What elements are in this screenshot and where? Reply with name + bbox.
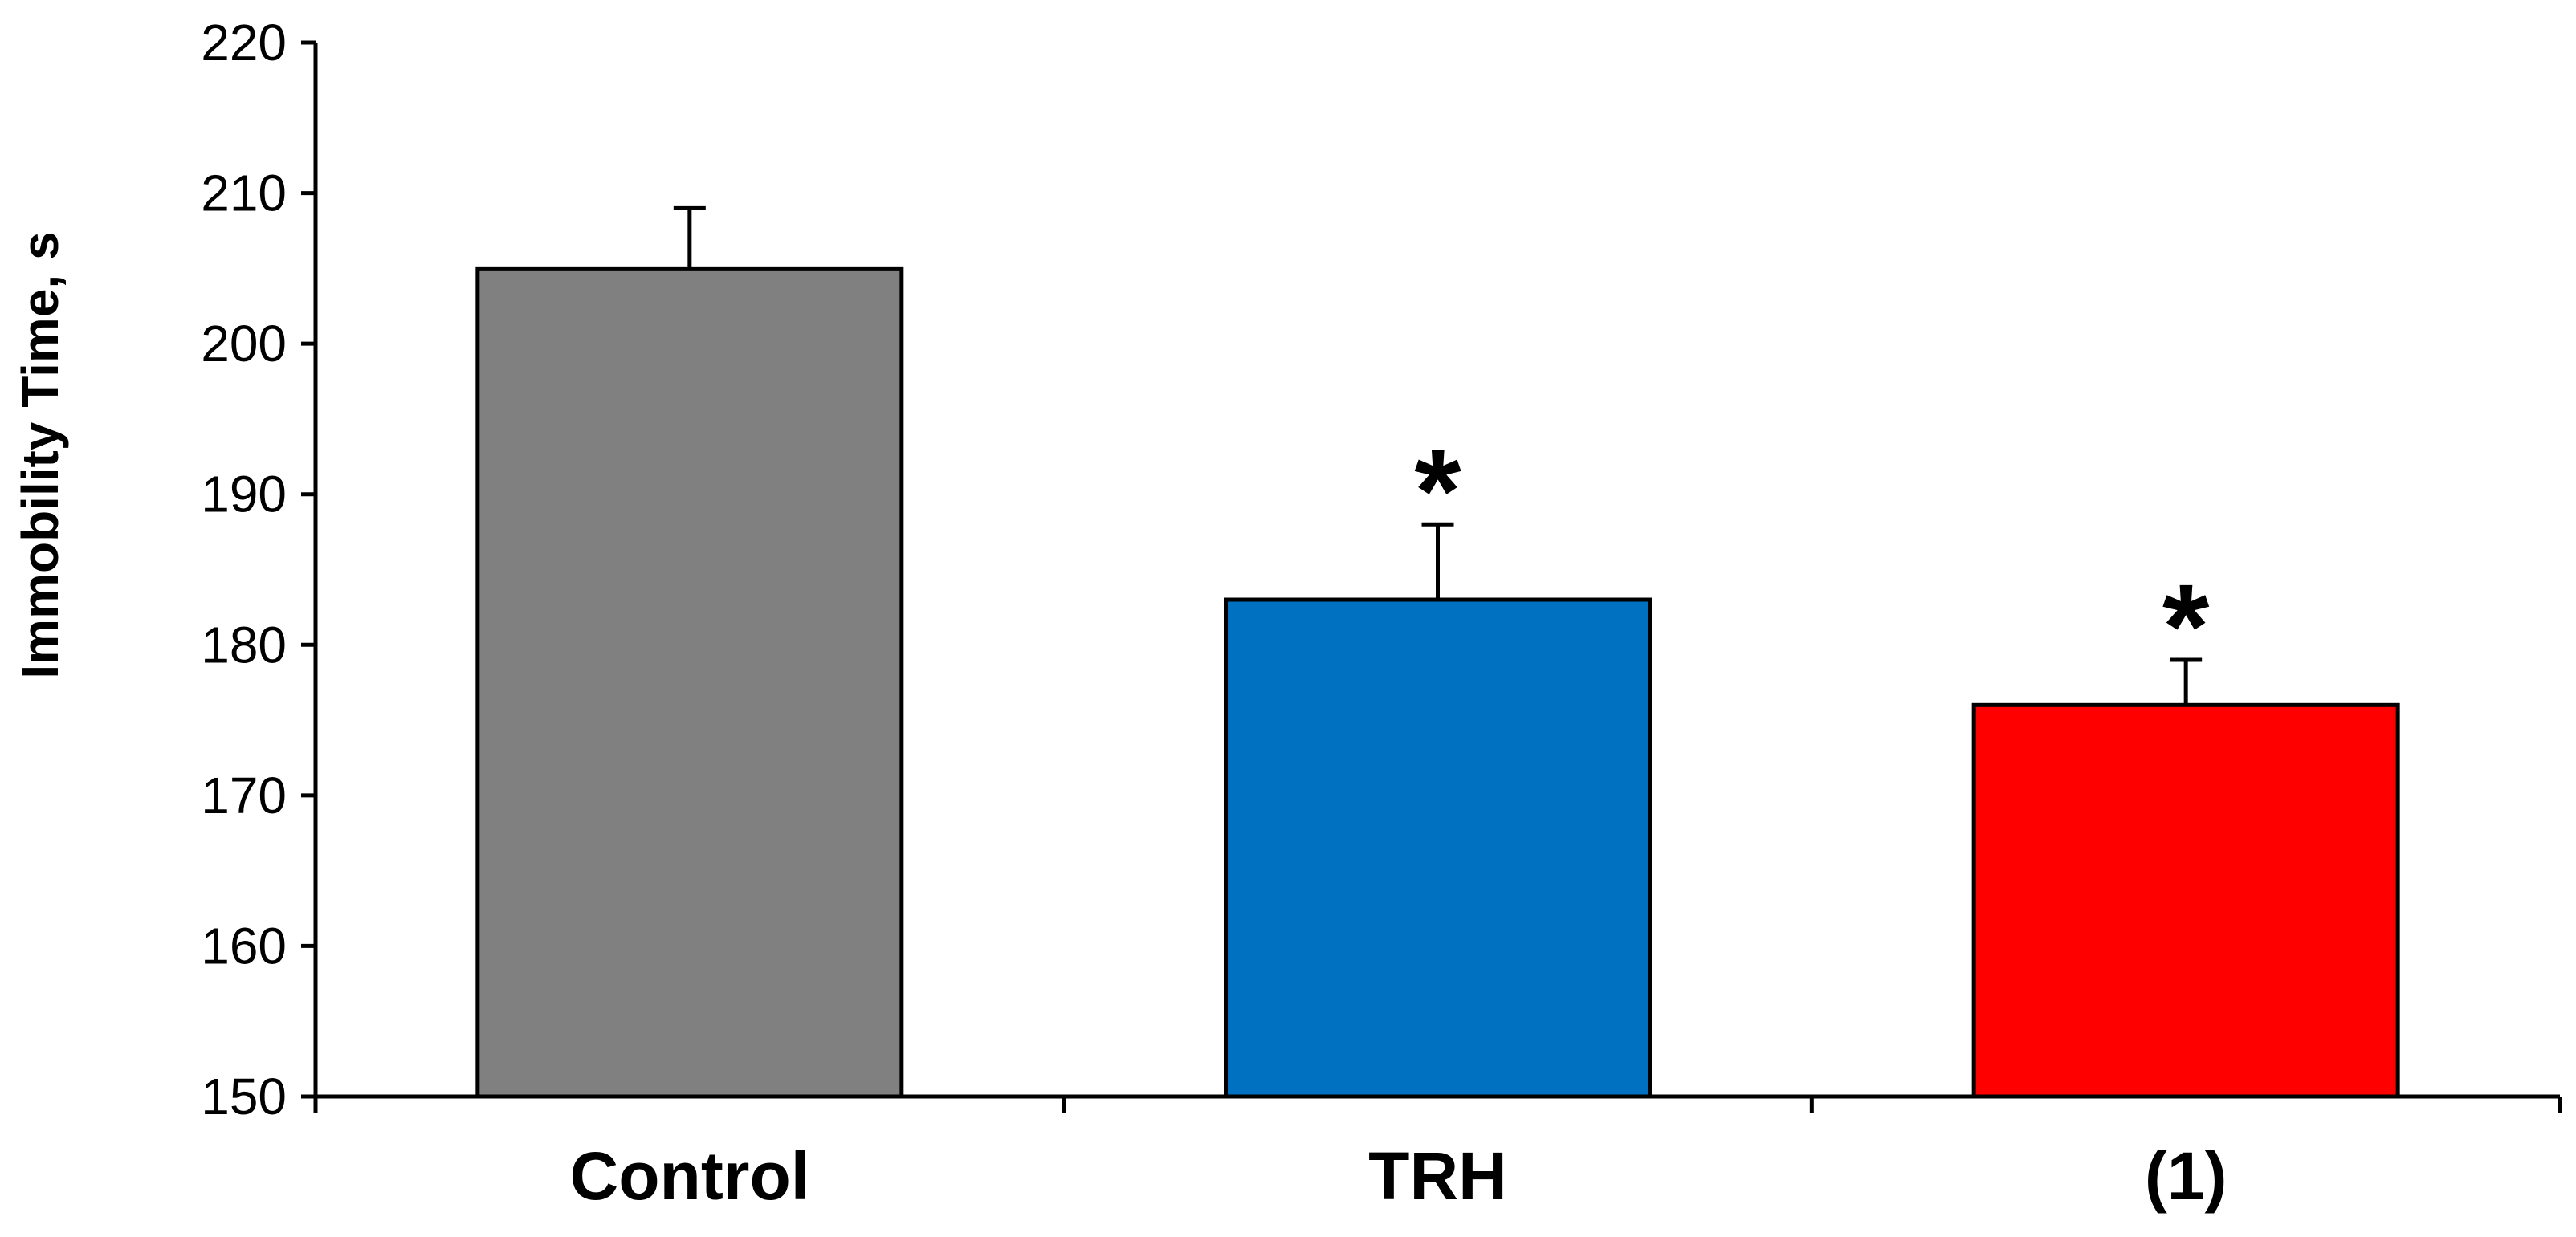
x-axis: Control TRH (1) (313, 1094, 2562, 1214)
bar-1 (1224, 597, 1652, 1099)
significance-asterisk: * (2162, 559, 2210, 694)
y-tick-label: 210 (201, 165, 287, 222)
error-bars (673, 205, 2203, 706)
y-tick-label: 160 (201, 917, 287, 975)
bars (475, 266, 2400, 1099)
y-axis: 150 160 170 180 190 200 210 220 (201, 14, 318, 1125)
bar-2 (1971, 702, 2400, 1099)
x-category-label: Control (570, 1138, 810, 1214)
x-category-label: TRH (1368, 1138, 1507, 1214)
bar-0 (475, 266, 904, 1099)
significance-asterisk: * (1414, 423, 1461, 558)
y-tick-label: 170 (201, 767, 287, 824)
x-category-label: (1) (2145, 1138, 2228, 1214)
y-tick-label: 220 (201, 14, 287, 71)
y-tick-label: 150 (201, 1068, 287, 1125)
y-tick-label: 200 (201, 315, 287, 372)
significance-marks: ** (1414, 423, 2210, 694)
y-tick-label: 190 (201, 466, 287, 523)
y-tick-label: 180 (201, 616, 287, 673)
y-axis-title: Immobility Time, s (11, 231, 69, 678)
